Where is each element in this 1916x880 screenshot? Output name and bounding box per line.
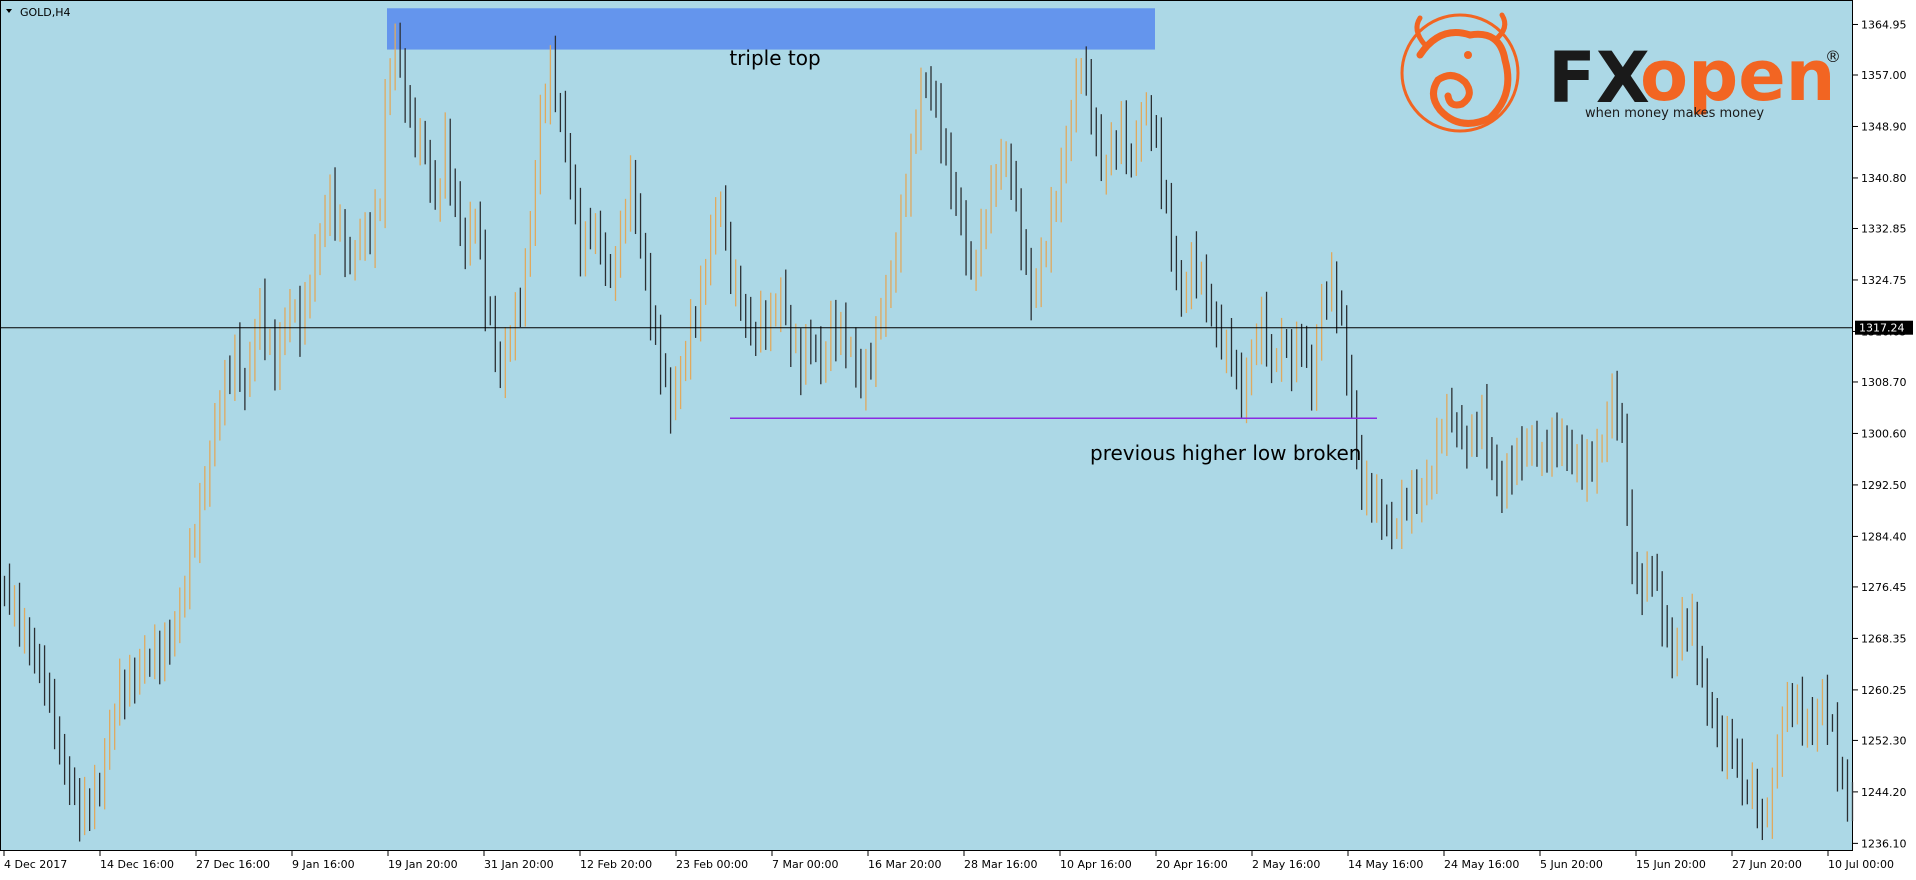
x-tick-label: 14 Dec 16:00 bbox=[100, 858, 174, 871]
x-tick-label: 27 Dec 16:00 bbox=[196, 858, 270, 871]
chart-title: GOLD,H4 bbox=[20, 6, 71, 19]
x-tick-label: 23 Feb 00:00 bbox=[676, 858, 748, 871]
bull-emblem-icon bbox=[1400, 12, 1520, 133]
x-tick-label: 2 May 16:00 bbox=[1252, 858, 1320, 871]
higher-low-label: previous higher low broken bbox=[1090, 441, 1361, 465]
x-tick-label: 27 Jun 20:00 bbox=[1732, 858, 1802, 871]
logo-registered: ® bbox=[1825, 47, 1841, 66]
y-tick-label: 1284.40 bbox=[1861, 530, 1907, 543]
x-tick-label: 5 Jun 20:00 bbox=[1540, 858, 1603, 871]
x-tick-label: 20 Apr 16:00 bbox=[1156, 858, 1228, 871]
y-tick-label: 1348.90 bbox=[1861, 120, 1907, 133]
y-tick-label: 1308.70 bbox=[1861, 376, 1907, 389]
x-axis-ticks: 4 Dec 2017 14 Dec 16:00 27 Dec 16:00 9 Jan … bbox=[3, 851, 1894, 871]
current-price-tag bbox=[1855, 320, 1913, 335]
x-tick-label: 9 Jan 16:00 bbox=[292, 858, 355, 871]
plot-border bbox=[0, 0, 1853, 851]
x-axis-area bbox=[0, 851, 1916, 876]
triple-top-zone bbox=[387, 8, 1155, 50]
x-tick-label: 12 Feb 20:00 bbox=[580, 858, 652, 871]
x-tick-label: 28 Mar 16:00 bbox=[964, 858, 1037, 871]
logo-tagline: when money makes money bbox=[1585, 106, 1764, 121]
y-axis-area bbox=[1853, 0, 1916, 876]
y-tick-label: 1260.25 bbox=[1861, 684, 1907, 697]
x-tick-label: 7 Mar 00:00 bbox=[772, 858, 838, 871]
fxopen-logo: FX open ® when money makes money bbox=[1400, 12, 1841, 133]
x-tick-label: 10 Jul 00:00 bbox=[1828, 858, 1894, 871]
triple-top-label: triple top bbox=[729, 46, 820, 70]
x-tick-label: 24 May 16:00 bbox=[1444, 858, 1519, 871]
y-tick-label: 1252.30 bbox=[1861, 734, 1907, 747]
y-tick-label: 1300.60 bbox=[1861, 427, 1907, 440]
plot-area bbox=[0, 0, 1853, 851]
y-tick-label: 1244.20 bbox=[1861, 786, 1907, 799]
x-tick-label: 4 Dec 2017 bbox=[4, 858, 67, 871]
y-tick-label: 1276.45 bbox=[1861, 581, 1907, 594]
y-tick-label: 1357.00 bbox=[1861, 69, 1907, 82]
y-tick-label: 1332.85 bbox=[1861, 222, 1907, 235]
x-tick-label: 10 Apr 16:00 bbox=[1060, 858, 1132, 871]
x-tick-label: 19 Jan 20:00 bbox=[388, 858, 458, 871]
y-tick-label: 1236.10 bbox=[1861, 837, 1907, 850]
logo-open: open bbox=[1640, 35, 1836, 117]
y-axis-ticks: 1364.95 1357.00 1348.90 1340.80 1332.85 1324.… bbox=[1853, 18, 1907, 850]
current-price-label: 1317.24 bbox=[1859, 322, 1905, 335]
x-tick-label: 15 Jun 20:00 bbox=[1636, 858, 1706, 871]
y-tick-label: 1364.95 bbox=[1861, 18, 1907, 31]
y-tick-label: 1340.80 bbox=[1861, 172, 1907, 185]
y-tick-label: 1268.35 bbox=[1861, 632, 1907, 645]
y-tick-label: 1292.50 bbox=[1861, 479, 1907, 492]
chart-menu-triangle-icon[interactable] bbox=[6, 9, 12, 13]
x-tick-label: 31 Jan 20:00 bbox=[484, 858, 554, 871]
y-tick-label: 1324.75 bbox=[1861, 274, 1907, 287]
x-tick-label: 16 Mar 20:00 bbox=[868, 858, 941, 871]
x-tick-label: 14 May 16:00 bbox=[1348, 858, 1423, 871]
logo-fx: FX bbox=[1548, 37, 1650, 119]
